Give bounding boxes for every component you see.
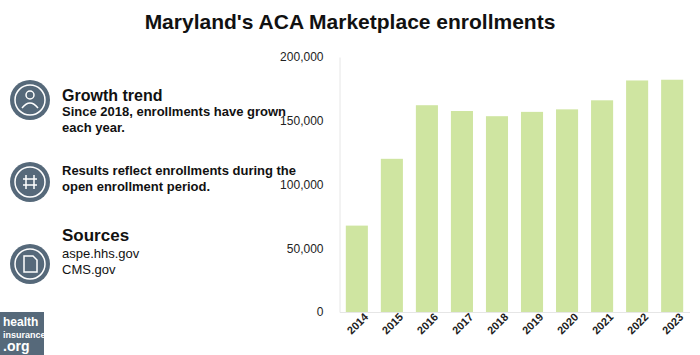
annotation: Results reflect enrollments during the o… [62, 163, 302, 195]
icon-glyph [23, 175, 37, 189]
bar [451, 111, 473, 312]
x-tick-label: 2023 [660, 311, 686, 337]
annotation: CMS.gov [62, 262, 262, 278]
x-tick: 2021 [590, 311, 616, 337]
x-tick: 2019 [520, 311, 546, 337]
y-tick-label: 50,000 [287, 242, 324, 256]
x-tick-label: 2017 [450, 311, 476, 337]
icon-glyph [24, 256, 37, 272]
y-axis: 0 50,000 100,000 150,000 200,000 [280, 50, 340, 319]
x-tick-label: 2015 [380, 311, 406, 337]
x-tick: 2015 [380, 311, 406, 337]
bar [521, 112, 543, 312]
x-tick: 2018 [485, 311, 511, 337]
bar [486, 116, 508, 312]
logo-text: .org [3, 338, 29, 354]
y-tick: 0 [317, 305, 340, 319]
icon-ring [15, 85, 45, 115]
annotation: Sources [62, 226, 262, 246]
bar [661, 80, 683, 312]
y-tick-label: 150,000 [280, 114, 324, 128]
x-tick-label: 2019 [520, 311, 546, 337]
y-axis-line [340, 58, 341, 313]
x-axis: 2014 2015 2016 2017 2018 2019 2020 2021 2022 2023 [340, 310, 690, 336]
bar [381, 159, 403, 312]
bar [626, 80, 648, 312]
annotation: aspe.hhs.gov [62, 246, 262, 262]
x-tick: 2020 [555, 311, 581, 337]
x-tick: 2016 [415, 311, 441, 337]
icon [10, 80, 50, 120]
bar [416, 105, 438, 312]
bar [556, 109, 578, 312]
icon-glyph [22, 103, 38, 108]
y-tick-label: 100,000 [280, 178, 324, 192]
icon [10, 244, 50, 284]
icon-glyph [26, 91, 34, 99]
y-tick-label: 0 [317, 305, 324, 319]
y-tick: 200,000 [280, 50, 339, 64]
x-tick-label: 2016 [415, 311, 441, 337]
annotation: Since 2018, enrollments have grown each … [62, 104, 287, 136]
y-tick: 50,000 [287, 242, 340, 256]
x-tick-label: 2021 [590, 311, 616, 337]
title: Maryland's ACA Marketplace enrollments [145, 10, 556, 33]
icon-ring [15, 167, 45, 197]
x-tick: 2014 [344, 310, 370, 336]
x-tick-label: 2020 [555, 311, 581, 337]
x-tick-label: 2014 [344, 310, 370, 336]
y-tick-label: 200,000 [280, 50, 324, 64]
chart-root: Maryland's ACA Marketplace enrollments 0 5… [0, 0, 700, 355]
annotation: Growth trend [62, 86, 282, 105]
x-tick: 2017 [450, 311, 476, 337]
bar [591, 100, 613, 312]
icons [10, 80, 50, 284]
x-tick-label: 2022 [625, 311, 651, 337]
y-tick: 100,000 [280, 178, 339, 192]
x-axis-line [340, 312, 690, 313]
y-tick: 150,000 [280, 114, 339, 128]
x-tick: 2022 [625, 311, 651, 337]
x-tick-label: 2018 [485, 311, 511, 337]
bar [346, 226, 368, 312]
icon-ring [15, 249, 45, 279]
icon [10, 162, 50, 202]
logo-text: health [3, 315, 38, 329]
bars [346, 80, 683, 312]
x-tick: 2023 [660, 311, 686, 337]
